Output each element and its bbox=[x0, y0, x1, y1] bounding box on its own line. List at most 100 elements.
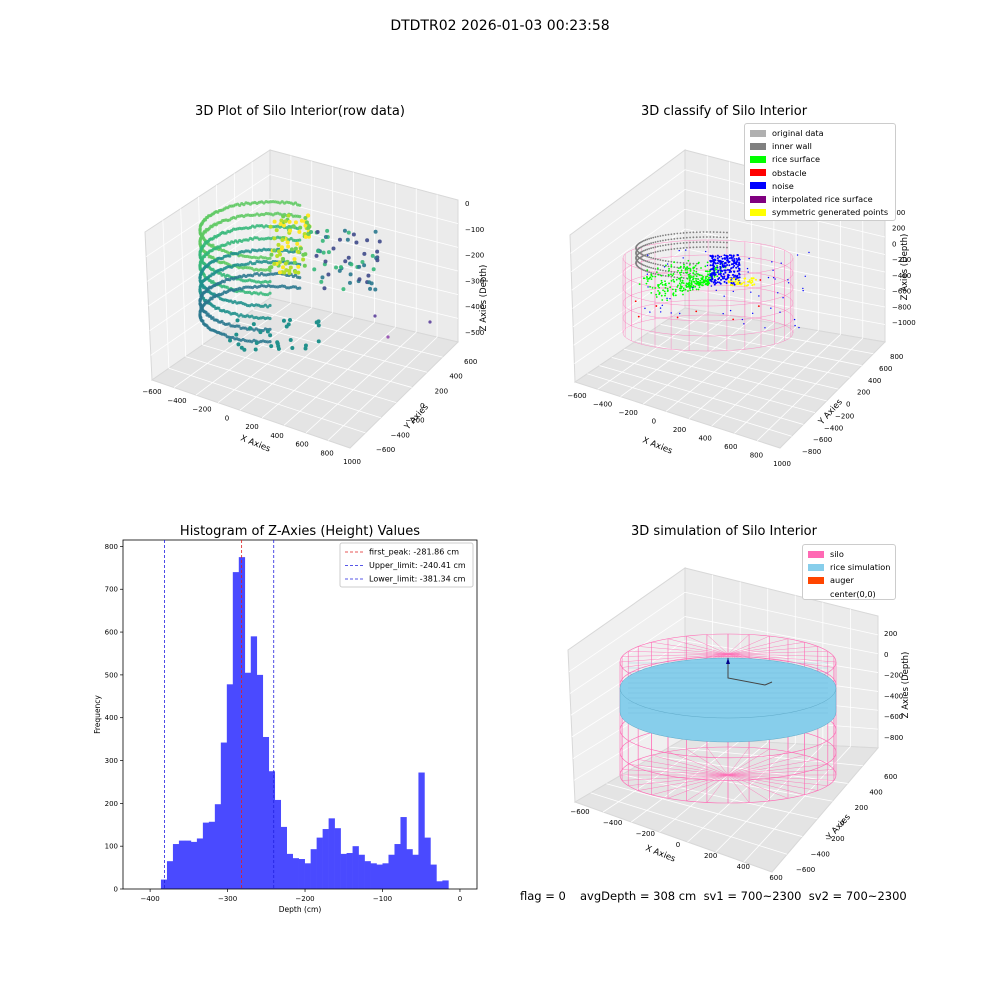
rice-surface-point bbox=[672, 273, 675, 275]
raw-point bbox=[290, 346, 295, 351]
legend-entry: auger bbox=[808, 574, 854, 586]
silo-wireframe bbox=[622, 769, 729, 776]
rice-surface-point bbox=[697, 288, 700, 291]
grid-line bbox=[711, 330, 819, 427]
grid-line bbox=[734, 334, 841, 434]
grid-line bbox=[743, 746, 851, 863]
rice-surface-point bbox=[638, 283, 641, 286]
rice-surface-point bbox=[704, 265, 707, 268]
inner-wall-point bbox=[670, 270, 673, 273]
inner-wall-point bbox=[652, 257, 655, 260]
y-tick-label: 200 bbox=[105, 800, 118, 808]
figure-title: DTDTR02 2026-01-03 00:23:58 bbox=[390, 18, 610, 34]
legend-label: Upper_limit: -240.41 cm bbox=[369, 561, 466, 570]
tick-label: −400 bbox=[892, 272, 911, 280]
rice-surface-point bbox=[671, 274, 674, 277]
z-axis-label: Z Axies (Depth) bbox=[900, 234, 910, 301]
inner-wall-point bbox=[689, 236, 691, 239]
inner-wall-point bbox=[682, 247, 685, 249]
noise-point bbox=[719, 265, 722, 268]
x-tick-label: 0 bbox=[458, 895, 462, 903]
silo-wireframe bbox=[686, 635, 729, 655]
rice-surface-point bbox=[698, 273, 701, 276]
rice-surface-point bbox=[706, 284, 709, 286]
inner-wall-point bbox=[679, 261, 682, 264]
rice-surface-point bbox=[704, 277, 707, 279]
grid-line bbox=[672, 315, 874, 355]
inner-wall-point bbox=[699, 231, 701, 233]
tick-label: 400 bbox=[737, 863, 750, 871]
legend-entry: interpolated rice surface bbox=[750, 193, 873, 205]
rice-surface-point bbox=[689, 275, 692, 277]
symmetric-point bbox=[754, 278, 757, 281]
histogram-bar bbox=[292, 858, 299, 889]
inner-wall-point bbox=[716, 241, 718, 244]
histogram-bar bbox=[160, 879, 168, 889]
inner-wall-point bbox=[644, 265, 647, 267]
histogram-bar bbox=[418, 772, 425, 889]
legend-entry: obstacle bbox=[750, 167, 807, 179]
raw-point bbox=[272, 236, 277, 241]
raw-point bbox=[288, 228, 293, 233]
histogram-bar bbox=[412, 854, 419, 889]
raw-point bbox=[268, 340, 272, 344]
raw-point bbox=[239, 326, 243, 331]
histogram-bar bbox=[424, 837, 431, 889]
histogram-bar bbox=[376, 864, 383, 889]
x-axis-label: X Axies bbox=[644, 844, 677, 865]
y-tick-label: 0 bbox=[114, 886, 118, 894]
raw-point bbox=[261, 304, 265, 308]
rice-surface-point bbox=[707, 280, 710, 283]
rice-surface-point bbox=[679, 284, 682, 286]
raw-point bbox=[248, 226, 252, 230]
tick-label: −600 bbox=[892, 288, 911, 296]
inner-wall-point bbox=[716, 231, 718, 234]
grid-line bbox=[202, 344, 397, 403]
histogram-bar bbox=[226, 684, 234, 889]
raw-point bbox=[298, 214, 302, 219]
grid-line bbox=[327, 336, 438, 441]
noise-point bbox=[737, 254, 740, 257]
legend-swatch bbox=[750, 129, 766, 137]
raw-point bbox=[252, 268, 256, 272]
symmetric-point bbox=[743, 284, 746, 287]
legend-label: silo bbox=[830, 549, 844, 559]
inner-wall-point bbox=[695, 241, 698, 244]
histogram-bar bbox=[256, 674, 264, 889]
rice-surface-point bbox=[680, 276, 683, 279]
histogram-bar bbox=[430, 864, 437, 889]
raw-point bbox=[349, 262, 354, 267]
tick-label: 800 bbox=[890, 353, 903, 361]
tick-label: 800 bbox=[320, 449, 333, 457]
noise-point bbox=[738, 261, 741, 264]
noise-point bbox=[728, 257, 731, 260]
raw-point bbox=[309, 230, 314, 235]
rice-surface-point bbox=[657, 289, 660, 292]
rice-surface-point bbox=[658, 286, 661, 289]
histogram-bar bbox=[238, 557, 246, 889]
raw-point bbox=[302, 263, 307, 268]
silo-wireframe bbox=[727, 759, 818, 776]
raw-point bbox=[272, 219, 277, 224]
tick-label: −200 bbox=[405, 417, 424, 425]
silo-wireframe bbox=[628, 764, 729, 776]
rice-surface-point bbox=[678, 287, 681, 290]
x-axis-label: Depth (cm) bbox=[279, 905, 322, 914]
inner-wall-point bbox=[670, 260, 673, 263]
rice-surface-point bbox=[679, 265, 682, 268]
noise-point bbox=[723, 257, 726, 260]
rice-surface-point bbox=[680, 282, 683, 284]
tick-label: −400 bbox=[884, 692, 903, 700]
tick-label: −600 bbox=[376, 446, 395, 454]
histogram-bar bbox=[388, 854, 395, 889]
raw-point bbox=[367, 280, 372, 285]
grid-line bbox=[570, 169, 686, 254]
rice-surface-point bbox=[682, 293, 684, 296]
rice-surface-point bbox=[661, 283, 664, 286]
inner-wall-point bbox=[726, 246, 728, 249]
inner-wall-point bbox=[702, 231, 705, 233]
histogram-bar bbox=[172, 844, 180, 889]
x-tick-label: −200 bbox=[295, 895, 314, 903]
silo-wireframe bbox=[706, 747, 729, 776]
tick-label: −400 bbox=[593, 401, 612, 409]
